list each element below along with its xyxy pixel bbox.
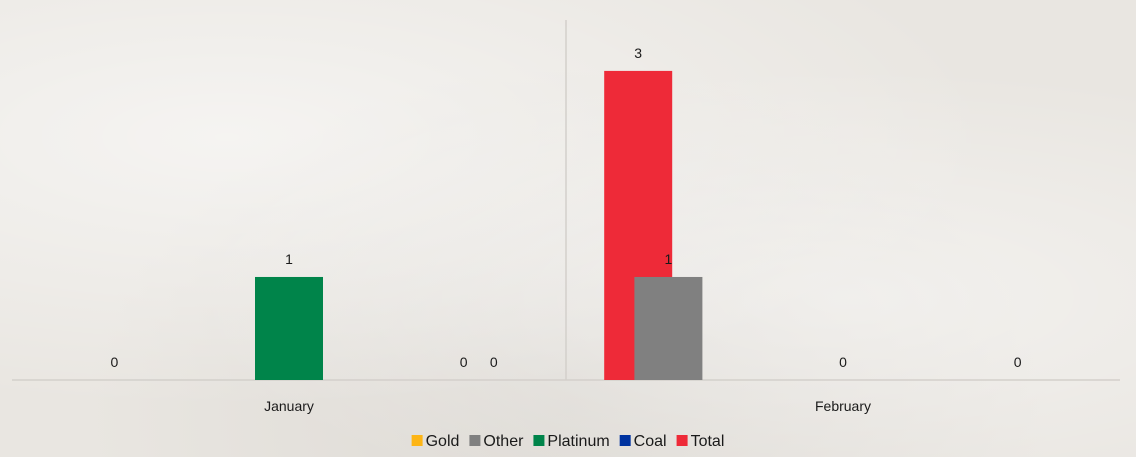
data-label: 3 (634, 45, 642, 61)
data-label: 1 (665, 251, 673, 267)
legend-item-gold: Gold (411, 433, 460, 450)
legend-label: Other (483, 433, 524, 450)
legend-swatch (469, 435, 481, 446)
legend-label: Gold (426, 433, 460, 450)
bars-layer (255, 70, 703, 380)
legend-swatch (411, 435, 423, 446)
legend-label: Total (691, 433, 725, 450)
x-tick-label: February (815, 398, 871, 414)
legend: Gold Other Platinum Coal Total (411, 433, 725, 450)
legend-label: Coal (634, 433, 667, 450)
bar-platinum (255, 276, 323, 380)
legend-item-platinum: Platinum (533, 433, 610, 450)
legend-item-coal: Coal (619, 433, 667, 450)
legend-swatch (676, 435, 688, 446)
bar-other (634, 276, 703, 380)
legend-label: Platinum (547, 433, 609, 450)
x-tick-label: January (264, 398, 314, 414)
data-label: 0 (1014, 354, 1022, 370)
data-label: 1 (285, 251, 293, 267)
data-label: 0 (111, 354, 119, 370)
data-label: 0 (839, 354, 847, 370)
data-label: 0 (490, 354, 498, 370)
labels-layer: January20103February01001 (111, 45, 1022, 414)
legend-item-total: Total (676, 433, 725, 450)
axes-layer (12, 20, 1120, 381)
data-label: 0 (460, 354, 468, 370)
legend-item-other: Other (469, 433, 524, 450)
legend-swatch (619, 435, 631, 446)
legend-swatch (533, 435, 545, 446)
